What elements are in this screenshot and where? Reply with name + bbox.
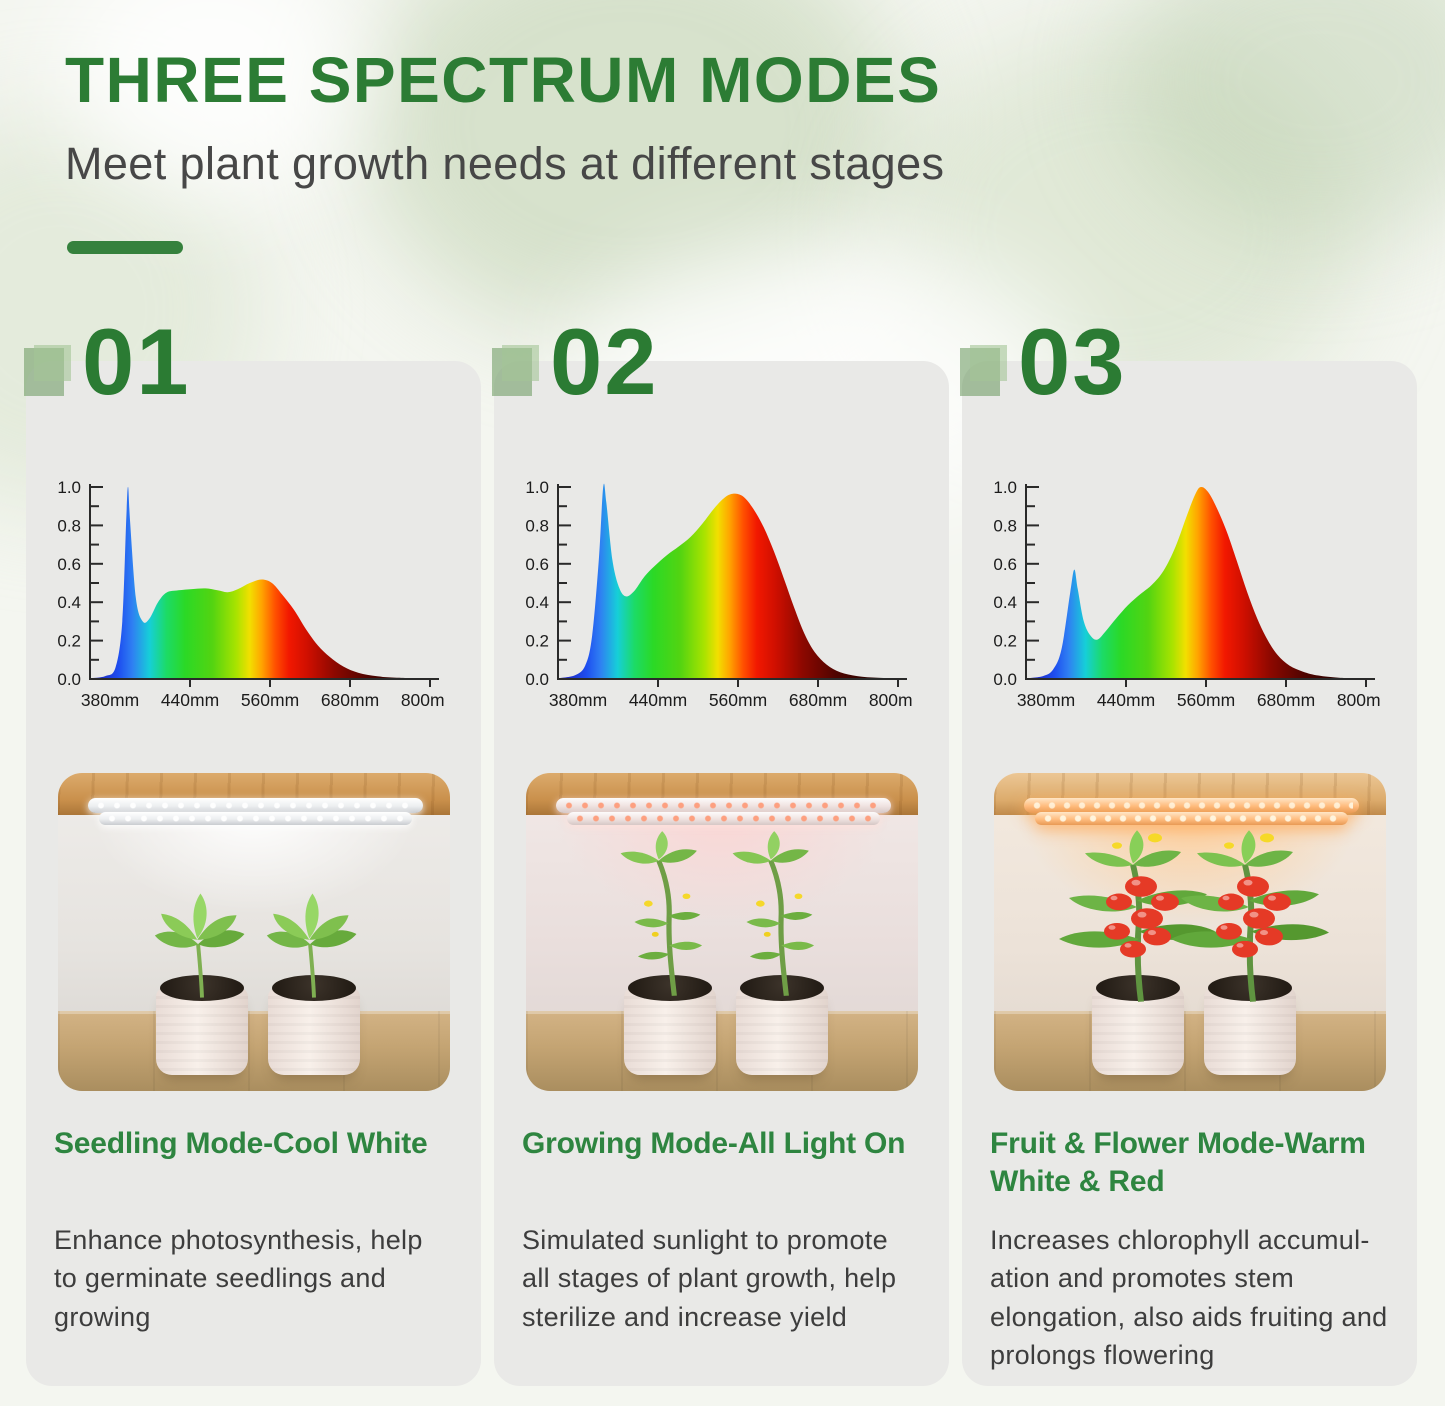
svg-text:800mm: 800mm — [869, 690, 912, 710]
spectrum-chart-fruit-flower: 0.0 0.2 0.4 0.6 0.8 1.0 380mm 440mm 560mm 680mm 80… — [993, 478, 1395, 710]
tomato-plant-illustration — [717, 825, 847, 997]
svg-text:0.2: 0.2 — [993, 632, 1017, 651]
svg-text:680mm: 680mm — [321, 690, 379, 710]
svg-text:680mm: 680mm — [789, 690, 847, 710]
svg-text:380mm: 380mm — [1017, 690, 1075, 710]
mode-card: 0.0 0.2 0.4 0.6 0.8 1.0 380mm 440mm 560mm 680mm 80… — [494, 361, 949, 1387]
decor-square-light — [502, 345, 539, 382]
mode-number: 03 — [1018, 309, 1127, 415]
seedling-plant-illustration — [264, 891, 358, 1000]
svg-text:0.2: 0.2 — [525, 632, 549, 651]
svg-text:0.6: 0.6 — [525, 555, 549, 574]
photo-table — [525, 1011, 918, 1092]
title-underline — [67, 241, 183, 255]
svg-text:560mm: 560mm — [1177, 690, 1235, 710]
svg-text:1.0: 1.0 — [57, 479, 81, 497]
led-light-bar — [566, 812, 880, 826]
svg-text:560mm: 560mm — [241, 690, 299, 710]
svg-text:680mm: 680mm — [1257, 690, 1315, 710]
grow-light-photo-seedling — [57, 773, 450, 1092]
mode-title: Fruit & Flower Mode-Warm White & Red — [990, 1127, 1366, 1199]
led-light-bar — [555, 798, 891, 814]
svg-text:1.0: 1.0 — [525, 479, 549, 497]
spectrum-chart-growing: 0.0 0.2 0.4 0.6 0.8 1.0 380mm 440mm 560mm 680mm 80… — [525, 478, 927, 710]
mode-column-fruit-flower: 03 0.0 0.2 0.4 0.6 0.8 1.0 380mm 440mm 560mm 680m… — [960, 309, 1417, 1387]
svg-text:0.6: 0.6 — [57, 555, 81, 574]
svg-text:0.2: 0.2 — [57, 632, 81, 651]
photo-table — [57, 1011, 450, 1092]
spectrum-chart-wrap: 0.0 0.2 0.4 0.6 0.8 1.0 380mm 440mm 560mm 680mm 80… — [962, 361, 1417, 729]
mode-column-growing: 02 0.0 0.2 0.4 0.6 0.8 1.0 380mm 440mm 560mm 680m… — [492, 309, 949, 1387]
svg-text:0.6: 0.6 — [993, 555, 1017, 574]
svg-text:0.0: 0.0 — [57, 670, 81, 689]
spectrum-chart-wrap: 0.0 0.2 0.4 0.6 0.8 1.0 380mm 440mm 560mm 680mm 80… — [494, 361, 949, 729]
mode-columns: 01 0.0 0.2 0.4 0.6 0.8 1.0 380mm 440mm 560mm 680m… — [0, 309, 1445, 1387]
light-glow — [525, 813, 918, 994]
tomato-plant-illustration — [605, 825, 735, 997]
mode-number: 01 — [82, 309, 191, 415]
svg-text:440mm: 440mm — [1097, 690, 1155, 710]
svg-text:380mm: 380mm — [81, 690, 139, 710]
light-glow — [57, 813, 450, 994]
mode-number: 02 — [550, 309, 659, 415]
mode-column-seedling: 01 0.0 0.2 0.4 0.6 0.8 1.0 380mm 440mm 560mm 680m… — [24, 309, 481, 1387]
grow-light-photo-growing — [525, 773, 918, 1092]
svg-text:800mm: 800mm — [1337, 690, 1380, 710]
svg-text:0.0: 0.0 — [525, 670, 549, 689]
spectrum-chart-wrap: 0.0 0.2 0.4 0.6 0.8 1.0 380mm 440mm 560mm 680mm 80… — [26, 361, 481, 729]
background-leaf-blur — [60, 0, 360, 200]
decor-square-light — [970, 345, 1007, 382]
svg-text:0.8: 0.8 — [525, 517, 549, 536]
svg-text:1.0: 1.0 — [993, 479, 1017, 497]
tomato-fruit-plant-illustration — [1165, 811, 1335, 1003]
svg-text:0.0: 0.0 — [993, 670, 1017, 689]
svg-text:440mm: 440mm — [629, 690, 687, 710]
led-light-bar — [98, 812, 412, 826]
plant-pot — [267, 987, 360, 1076]
svg-text:0.4: 0.4 — [57, 593, 81, 612]
led-light-bar — [87, 798, 423, 814]
mode-card: 0.0 0.2 0.4 0.6 0.8 1.0 380mm 440mm 560mm 680mm 80… — [962, 361, 1417, 1387]
spectrum-chart-seedling: 0.0 0.2 0.4 0.6 0.8 1.0 380mm 440mm 560mm 680mm 80… — [57, 478, 459, 710]
svg-text:800mm: 800mm — [401, 690, 444, 710]
led-light-bar — [1034, 812, 1348, 826]
decor-square-light — [34, 345, 71, 382]
header: THREE SPECTRUM MODES Meet plant growth n… — [0, 44, 1445, 255]
mode-number-block: 01 — [24, 309, 481, 415]
page-title: THREE SPECTRUM MODES — [65, 44, 942, 116]
mode-description: Increases chlorophyll accumul-ation and … — [990, 1225, 1388, 1371]
mode-description: Enhance photosynthesis, help to germinat… — [54, 1225, 423, 1332]
photo-table — [993, 1011, 1386, 1092]
svg-text:560mm: 560mm — [709, 690, 767, 710]
led-light-bar — [1023, 798, 1359, 814]
svg-text:0.8: 0.8 — [993, 517, 1017, 536]
plant-pot — [623, 987, 716, 1076]
grow-light-photo-fruit-flower — [993, 773, 1386, 1092]
svg-text:0.4: 0.4 — [525, 593, 549, 612]
mode-description: Simulated sunlight to promote all stages… — [522, 1225, 897, 1332]
mode-title: Seedling Mode-Cool White — [54, 1127, 428, 1161]
mode-number-block: 03 — [960, 309, 1417, 415]
plant-pot — [155, 987, 248, 1076]
mode-number-block: 02 — [492, 309, 949, 415]
page-subtitle: Meet plant growth needs at different sta… — [65, 138, 945, 190]
svg-text:440mm: 440mm — [161, 690, 219, 710]
seedling-plant-illustration — [152, 891, 246, 1000]
mode-title: Growing Mode-All Light On — [522, 1127, 906, 1161]
svg-text:0.4: 0.4 — [993, 593, 1017, 612]
mode-card: 0.0 0.2 0.4 0.6 0.8 1.0 380mm 440mm 560mm 680mm 80… — [26, 361, 481, 1387]
plant-pot — [735, 987, 828, 1076]
svg-text:0.8: 0.8 — [57, 517, 81, 536]
svg-text:380mm: 380mm — [549, 690, 607, 710]
